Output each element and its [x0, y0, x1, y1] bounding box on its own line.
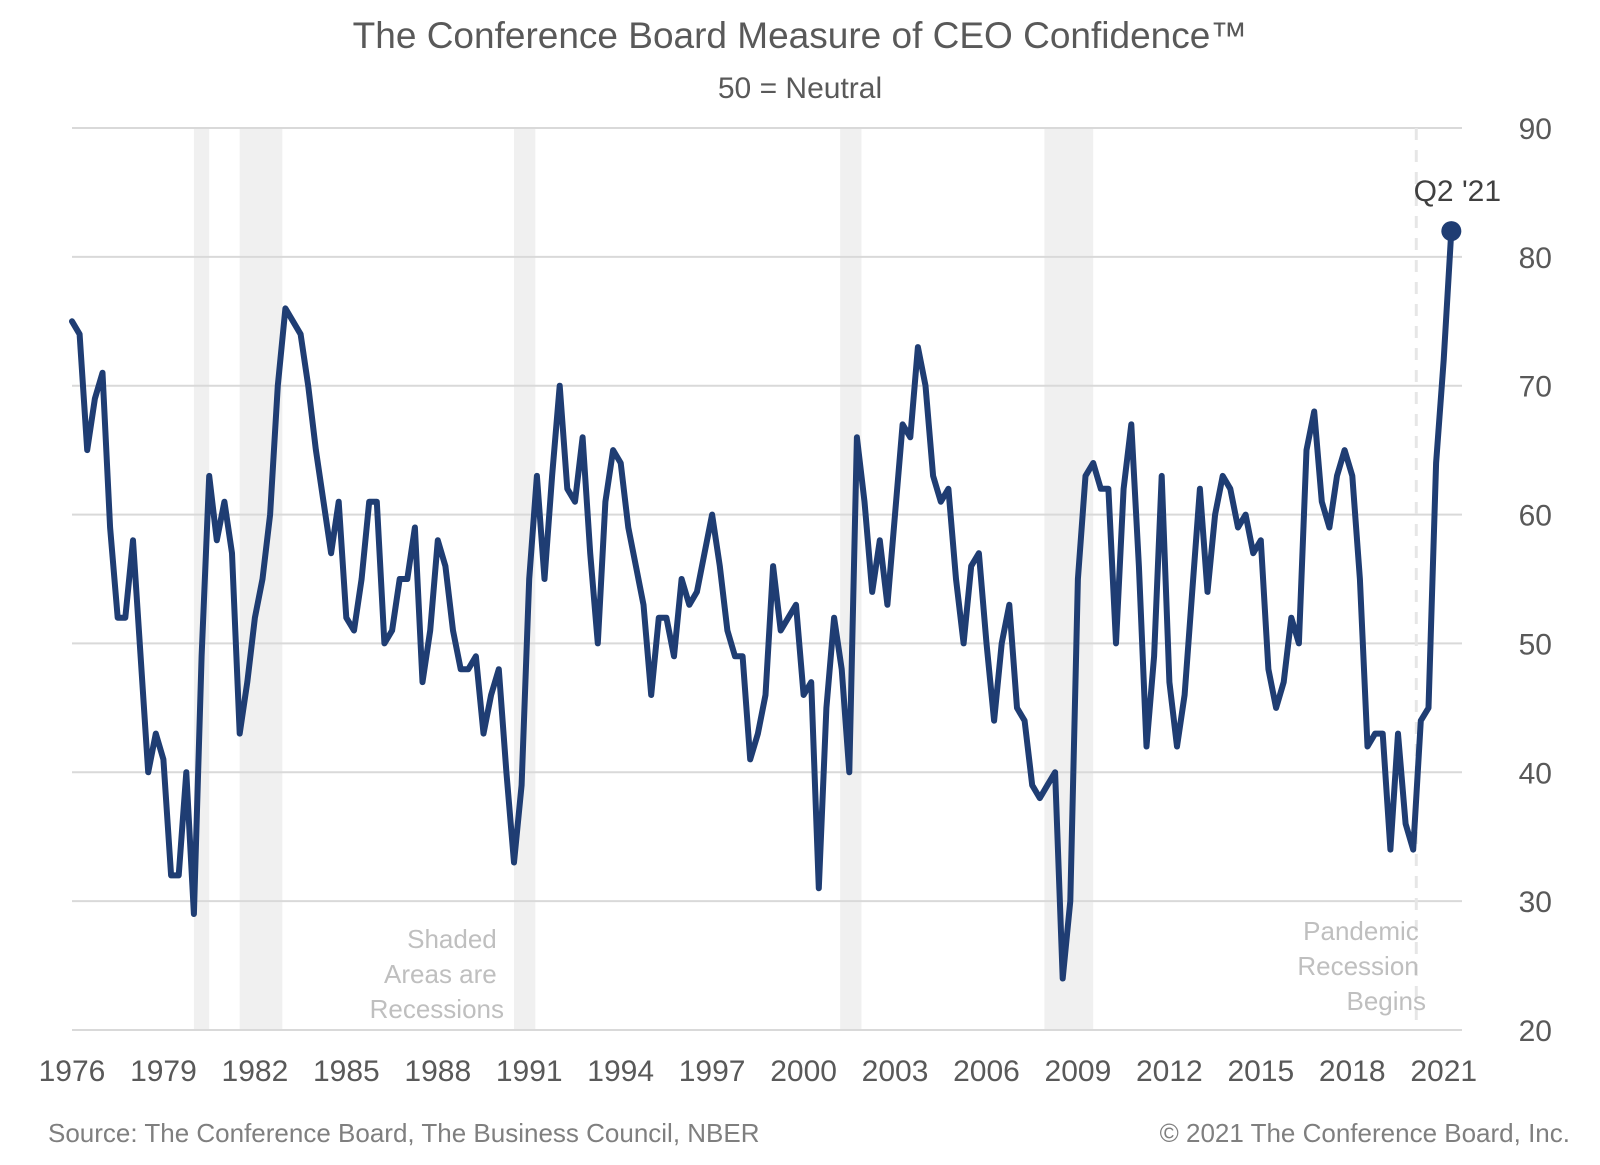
x-tick-label: 2009	[1045, 1055, 1112, 1088]
x-axis-ticks: 1976 1979 1982 1985 1988 1991 1994 1997 2000 2003…	[39, 1055, 1477, 1088]
y-tick-label: 90	[1519, 113, 1552, 146]
x-tick-label: 1985	[313, 1055, 380, 1088]
pandemic-note-line: Begins	[1347, 986, 1427, 1016]
x-tick-label: 2012	[1136, 1055, 1203, 1088]
recession-note: Shaded Areas are Recessions	[370, 924, 504, 1024]
x-tick-label: 1994	[587, 1055, 654, 1088]
y-tick-label: 20	[1519, 1015, 1552, 1048]
gridlines	[72, 127, 1462, 1031]
pandemic-note-line: Recession	[1297, 951, 1418, 981]
y-axis-ticks: 20 30 40 50 60 70 80 90	[1519, 113, 1552, 1048]
recession-note-line: Recessions	[370, 994, 504, 1024]
y-tick-label: 80	[1519, 242, 1552, 275]
x-tick-label: 2018	[1319, 1055, 1386, 1088]
x-tick-label: 2021	[1410, 1055, 1477, 1088]
x-tick-label: 2006	[953, 1055, 1020, 1088]
chart-subtitle: 50 = Neutral	[718, 72, 882, 105]
ceo-confidence-line	[69, 228, 1455, 982]
x-tick-label: 1988	[404, 1055, 471, 1088]
end-point-marker	[1441, 221, 1462, 242]
x-tick-label: 2015	[1227, 1055, 1294, 1088]
source-note: Source: The Conference Board, The Busine…	[48, 1118, 760, 1148]
series-layer	[69, 221, 1462, 982]
y-tick-label: 30	[1519, 886, 1552, 919]
x-tick-label: 1991	[496, 1055, 563, 1088]
x-tick-label: 1982	[222, 1055, 289, 1088]
pandemic-note: Pandemic Recession Begins	[1297, 916, 1426, 1016]
y-tick-label: 60	[1519, 500, 1552, 533]
recession-note-line: Shaded	[407, 924, 497, 954]
recession-note-line: Areas are	[384, 959, 497, 989]
x-tick-label: 1979	[130, 1055, 197, 1088]
chart-title: The Conference Board Measure of CEO Conf…	[353, 15, 1248, 56]
y-tick-label: 40	[1519, 757, 1552, 790]
copyright-note: © 2021 The Conference Board, Inc.	[1160, 1118, 1570, 1148]
x-tick-label: 1997	[679, 1055, 746, 1088]
x-tick-label: 1976	[39, 1055, 106, 1088]
y-tick-label: 50	[1519, 628, 1552, 661]
y-tick-label: 70	[1519, 371, 1552, 404]
x-tick-label: 2003	[862, 1055, 929, 1088]
end-point-label: Q2 '21	[1414, 175, 1501, 208]
x-tick-label: 2000	[770, 1055, 837, 1088]
pandemic-note-line: Pandemic	[1303, 916, 1419, 946]
